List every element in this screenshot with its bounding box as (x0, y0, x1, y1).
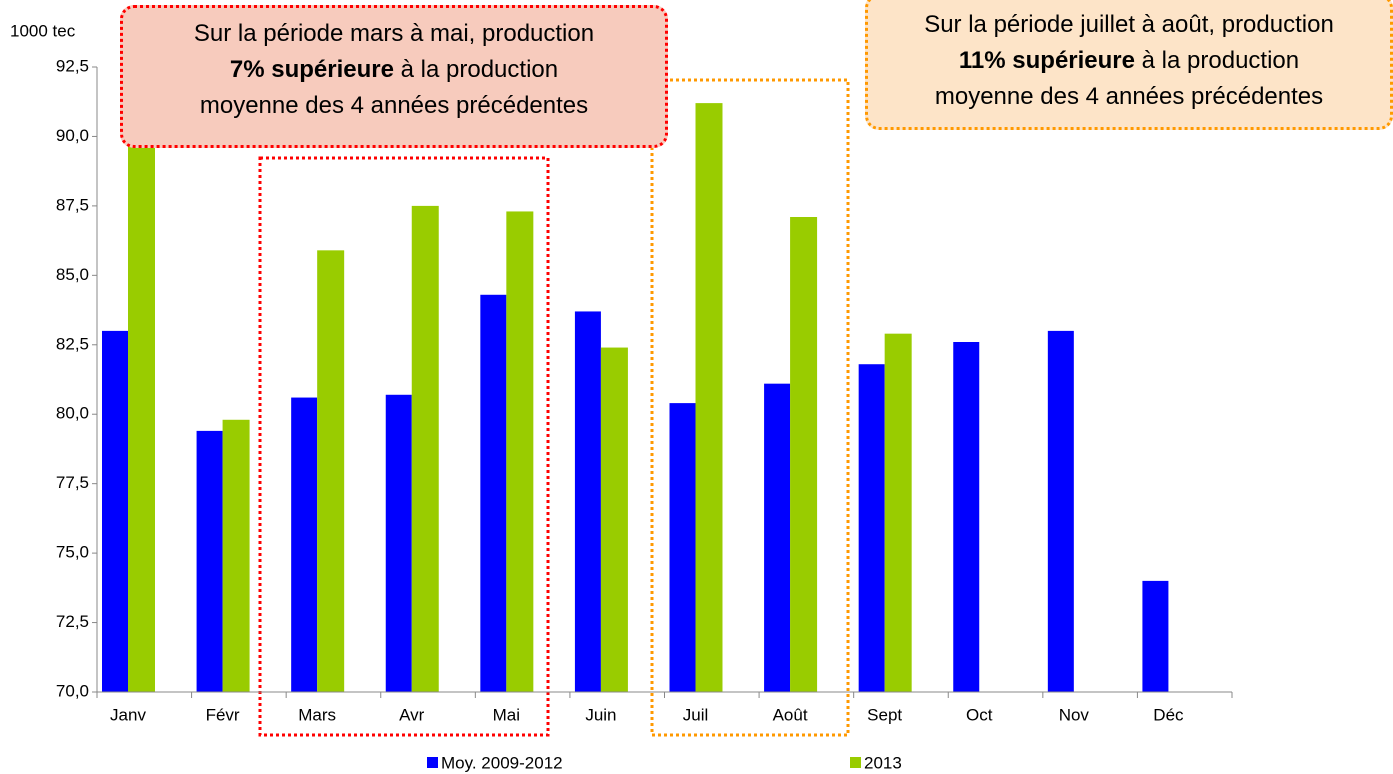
y-tick-label: 85,0 (56, 265, 89, 284)
x-tick-label: Déc (1153, 705, 1184, 724)
bar (317, 250, 345, 693)
bar (1047, 330, 1074, 692)
bar (411, 205, 439, 692)
highlight-box (650, 78, 850, 737)
y-tick-label: 92,5 (56, 56, 89, 75)
y-tick-label: 82,5 (56, 334, 89, 353)
annotation-line: Sur la période juillet à août, productio… (924, 11, 1334, 38)
y-tick-label: 80,0 (56, 404, 89, 423)
legend-swatch (427, 757, 438, 768)
annotation-line: moyenne des 4 années précédentes (199, 92, 589, 119)
annotation-text: à la production (393, 56, 559, 83)
bar (128, 119, 155, 693)
x-tick-label: Févr (206, 705, 240, 724)
annotation-line: moyenne des 4 années précédentes (934, 83, 1324, 110)
bar (790, 217, 818, 692)
y-tick-label: 72,5 (56, 612, 89, 631)
x-tick-label: Juin (585, 705, 616, 724)
annotation-line: 7% supérieure à la production (123, 52, 665, 88)
y-tick-label: 90,0 (56, 126, 89, 145)
annotation: Sur la période juillet à août, productio… (865, 0, 1393, 130)
legend-swatch (850, 757, 861, 768)
y-tick-label: 77,5 (56, 473, 89, 492)
annotation-bold: 11% supérieure (958, 47, 1135, 74)
bar (196, 430, 223, 692)
x-tick-label: Oct (966, 705, 993, 724)
annotation-line: 11% supérieure à la production (868, 43, 1390, 79)
x-tick-label: Mars (298, 705, 336, 724)
bar (385, 394, 412, 692)
legend-label: Moy. 2009-2012 (441, 753, 563, 772)
x-tick-label: Avr (399, 705, 425, 724)
x-tick-label: Janv (110, 705, 146, 724)
bar (102, 330, 128, 692)
bar (884, 333, 912, 692)
y-tick-label: 70,0 (56, 681, 89, 700)
bar (506, 211, 534, 692)
bar (695, 103, 723, 693)
bar (574, 311, 601, 692)
x-tick-label: Août (773, 705, 808, 724)
annotation: Sur la période mars à mai, production 7%… (120, 5, 668, 148)
highlight-box (258, 156, 550, 737)
bar (764, 383, 791, 692)
y-tick-label: 75,0 (56, 543, 89, 562)
y-axis-label: 1000 tec (10, 21, 76, 40)
y-tick-label: 87,5 (56, 195, 89, 214)
x-tick-label: Sept (867, 705, 902, 724)
annotation-text: à la production (1135, 47, 1300, 74)
bar (222, 419, 250, 692)
bar (669, 403, 696, 692)
x-tick-label: Nov (1059, 705, 1090, 724)
legend-label: 2013 (864, 753, 902, 772)
bar (858, 364, 885, 692)
x-tick-label: Juil (683, 705, 709, 724)
bar (1142, 580, 1169, 692)
bar (480, 294, 507, 692)
annotation-bold: 7% supérieure (229, 56, 394, 83)
bar (291, 397, 318, 692)
bar (600, 347, 628, 692)
annotation-line: Sur la période mars à mai, production (193, 20, 595, 47)
x-tick-label: Mai (493, 705, 520, 724)
bar (953, 342, 980, 692)
